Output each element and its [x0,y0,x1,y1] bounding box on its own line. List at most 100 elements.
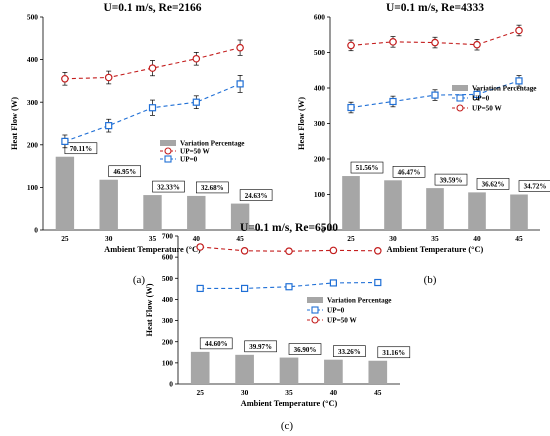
bar [384,180,402,230]
chart-title: U=0.1 m/s, Re=4333 [386,2,484,14]
y-tick-label: 500 [27,13,38,22]
y-tick-label: 200 [162,337,173,346]
data-point [515,77,523,85]
legend-label: UP=50 W [472,105,503,113]
x-axis-label: Ambient Temperature (°C) [241,399,338,408]
data-point [329,279,337,287]
legend-marker [456,94,464,102]
panel-caption: (b) [424,274,437,286]
legend-label: Variation Percentage [327,297,391,305]
data-point [473,90,481,98]
data-label: 39.97% [249,343,272,351]
bar [99,179,118,230]
panel-caption: (a) [133,274,146,286]
data-point [515,26,523,35]
data-point [347,103,355,112]
data-label: 32.68% [201,184,224,192]
legend-swatch [307,297,323,303]
bar [190,351,210,384]
data-point [389,38,397,46]
y-tick-label: 700 [162,232,173,241]
x-tick-label: 25 [347,234,355,243]
data-point [473,40,481,49]
bar [235,354,254,384]
y-axis-label: Heat Flow (W) [10,97,19,150]
legend-label: UP=50 W [327,317,358,325]
data-point [241,284,249,293]
data-point [329,246,338,255]
data-point [236,43,244,52]
x-tick-label: 25 [197,388,205,397]
legend-label: UP=0 [472,95,490,103]
y-tick-label: 600 [162,253,173,262]
data-point [347,41,355,50]
legend-marker [311,306,319,314]
series-line [64,47,241,80]
data-label: 51.56% [356,164,379,172]
y-tick-label: 300 [314,119,325,128]
y-tick-label: 100 [314,190,325,199]
legend-label: UP=0 [327,307,345,315]
data-point [373,247,382,255]
y-tick-label: 0 [321,226,325,235]
data-point [236,80,244,88]
y-tick-label: 400 [162,295,173,304]
data-label: 32.33% [157,183,180,191]
bar [55,156,75,230]
data-label-box [239,189,273,201]
data-label-box [392,166,426,178]
y-tick-label: 400 [27,55,38,64]
data-point [61,74,69,83]
data-label: 36.90% [294,346,317,354]
legend-swatch [452,85,468,91]
data-label: 46.47% [398,169,421,177]
y-tick-label: 500 [314,48,325,57]
data-label: 39.59% [440,176,463,184]
x-tick-label: 40 [330,388,338,397]
y-tick-label: 200 [27,140,38,149]
data-point [148,104,157,112]
bar [187,195,206,230]
y-tick-label: 100 [162,358,173,367]
bar [342,176,360,230]
x-tick-label: 45 [236,234,244,243]
x-tick-label: 35 [285,388,293,397]
legend: Variation Percentage UP=0 UP=50 W [307,297,391,325]
x-tick-label: 25 [61,234,69,243]
bar [143,195,162,230]
bar [368,360,388,384]
data-label: 33.26% [338,348,361,356]
bar [230,203,250,230]
data-point [105,122,113,130]
legend-marker [311,316,319,324]
y-tick-label: 600 [314,13,325,22]
legend-marker [164,147,172,155]
data-point [61,137,69,145]
data-label-box [244,340,277,353]
data-label-box [476,178,510,190]
data-point [374,278,382,287]
chart-panel-2: U=0.1 m/s, Re=4333 0 100 200 300 400 500 600 25 3… [297,2,550,286]
legend-swatch [160,140,176,146]
data-label: 44.60% [205,340,228,348]
data-label-box [64,142,98,155]
y-tick-label: 400 [314,84,325,93]
y-axis-label: Heat Flow (W) [145,283,154,336]
data-label-box [199,337,233,350]
bar [324,359,343,384]
chart-title: U=0.1 m/s, Re=6500 [240,222,338,234]
legend-label: Variation Percentage [180,140,244,148]
x-tick-label: 40 [473,234,481,243]
data-label: 36.62% [482,181,505,189]
data-point [196,284,204,293]
data-label-box [196,181,229,194]
data-label: 31.16% [382,349,405,357]
y-tick-label: 0 [34,226,38,235]
data-point [240,247,249,255]
legend-label: UP=0 [180,156,198,164]
x-axis-label: Ambient Temperature (°C) [387,245,484,254]
x-tick-label: 45 [374,388,382,397]
legend-marker [456,104,464,112]
